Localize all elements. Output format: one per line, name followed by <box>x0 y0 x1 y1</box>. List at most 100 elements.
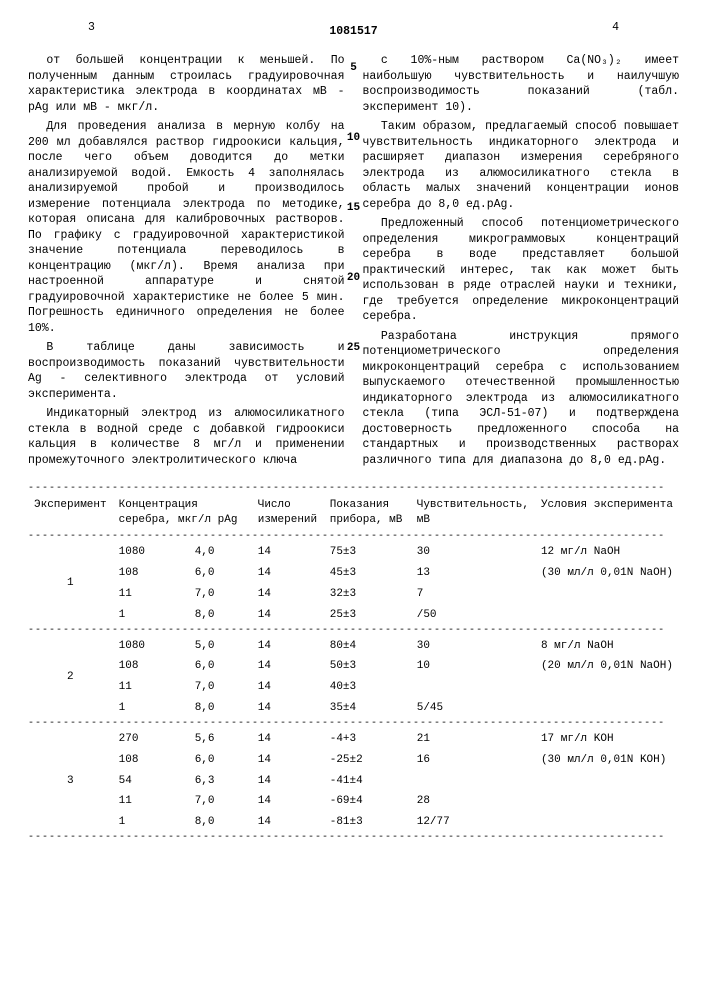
cell-pag: 8,0 <box>189 605 252 626</box>
dash-line: ----------------------------------------… <box>28 626 679 636</box>
cell-count: 14 <box>252 771 324 792</box>
cell-conc: 11 <box>113 677 189 698</box>
cell-conc: 270 <box>113 729 189 750</box>
cell-pag: 5,6 <box>189 729 252 750</box>
th-conditions: Условия эксперимента <box>535 494 679 532</box>
cell-empty <box>535 677 679 698</box>
cell-conc: 108 <box>113 750 189 771</box>
cell-sens <box>411 677 535 698</box>
body-text: 5 10 15 20 25 от большей концентрации к … <box>28 53 679 472</box>
cell-conc: 11 <box>113 584 189 605</box>
cell-conc: 11 <box>113 791 189 812</box>
table-row: 18,01435±45/45 <box>28 698 679 719</box>
line-marker-20: 20 <box>347 271 360 286</box>
para: Для проведения анализа в мерную колбу на… <box>28 119 345 336</box>
table-row: 546,314-41±4 <box>28 771 679 792</box>
left-column: от большей концентрации к меньшей. По по… <box>28 53 345 472</box>
cell-sens: 5/45 <box>411 698 535 719</box>
cell-sens: 28 <box>411 791 535 812</box>
cell-conc: 1080 <box>113 636 189 657</box>
th-sensitivity: Чувствительность, мВ <box>411 494 535 532</box>
cell-conc: 54 <box>113 771 189 792</box>
cell-reading: 32±3 <box>324 584 411 605</box>
para: с 10%-ным раствором Ca(NO₃)₂ имеет наибо… <box>363 53 680 115</box>
cell-reading: 40±3 <box>324 677 411 698</box>
page-right-num: 4 <box>612 20 619 36</box>
cell-reading: -81±3 <box>324 812 411 833</box>
line-marker-15: 15 <box>347 201 360 216</box>
cell-pag: 7,0 <box>189 677 252 698</box>
cell-pag: 6,0 <box>189 563 252 584</box>
cell-sens: 16 <box>411 750 535 771</box>
cell-count: 14 <box>252 812 324 833</box>
dash-line: ----------------------------------------… <box>28 484 679 494</box>
cell-pag: 6,0 <box>189 750 252 771</box>
th-concentration: Концентрация серебра, мкг/л pAg <box>113 494 252 532</box>
cell-pag: 6,3 <box>189 771 252 792</box>
para: В таблице даны зависимость и воспроизвод… <box>28 340 345 402</box>
cell-sens: 30 <box>411 542 535 563</box>
cell-empty <box>535 584 679 605</box>
cell-sens <box>411 771 535 792</box>
cell-count: 14 <box>252 750 324 771</box>
cell-pag: 8,0 <box>189 812 252 833</box>
cell-reading: 50±3 <box>324 656 411 677</box>
table-header-row: Эксперимент Концентрация серебра, мкг/л … <box>28 494 679 532</box>
cell-empty <box>535 605 679 626</box>
table-row: 117,01432±37 <box>28 584 679 605</box>
cell-condition: 17 мг/л KOH <box>535 729 679 750</box>
cell-pag: 8,0 <box>189 698 252 719</box>
cell-conc: 1080 <box>113 542 189 563</box>
cell-sens: 21 <box>411 729 535 750</box>
cell-conc: 1 <box>113 812 189 833</box>
cell-sens: 30 <box>411 636 535 657</box>
table-row: 1086,01445±313(30 мл/л 0,01N NaOH) <box>28 563 679 584</box>
th-reading: Показания прибора, мВ <box>324 494 411 532</box>
cell-empty <box>535 771 679 792</box>
cell-sens: 13 <box>411 563 535 584</box>
cell-reading: 45±3 <box>324 563 411 584</box>
cell-conc: 1 <box>113 605 189 626</box>
cell-reading: 35±4 <box>324 698 411 719</box>
cell-empty <box>535 698 679 719</box>
line-marker-10: 10 <box>347 131 360 146</box>
cell-count: 14 <box>252 563 324 584</box>
cell-conc: 108 <box>113 563 189 584</box>
cell-count: 14 <box>252 656 324 677</box>
dash-line: ----------------------------------------… <box>28 719 679 729</box>
cell-condition: 8 мг/л NaOH <box>535 636 679 657</box>
cell-condition: (30 мл/л 0,01N KOH) <box>535 750 679 771</box>
cell-sens: 7 <box>411 584 535 605</box>
cell-count: 14 <box>252 729 324 750</box>
cell-conc: 1 <box>113 698 189 719</box>
para: от большей концентрации к меньшей. По по… <box>28 53 345 115</box>
cell-pag: 7,0 <box>189 791 252 812</box>
table-row: 110804,01475±33012 мг/л NaOH <box>28 542 679 563</box>
cell-empty <box>535 812 679 833</box>
line-marker-5: 5 <box>350 61 357 76</box>
cell-reading: -25±2 <box>324 750 411 771</box>
para: Таким образом, предлагаемый способ повыш… <box>363 119 680 212</box>
cell-count: 14 <box>252 605 324 626</box>
cell-experiment: 1 <box>28 542 113 625</box>
dash-line: ----------------------------------------… <box>28 532 679 542</box>
cell-count: 14 <box>252 698 324 719</box>
table-row: 18,014-81±312/77 <box>28 812 679 833</box>
cell-count: 14 <box>252 584 324 605</box>
cell-count: 14 <box>252 791 324 812</box>
cell-reading: 25±3 <box>324 605 411 626</box>
cell-reading: -69±4 <box>324 791 411 812</box>
cell-experiment: 2 <box>28 636 113 719</box>
table-row: 117,014-69±428 <box>28 791 679 812</box>
cell-sens: 12/77 <box>411 812 535 833</box>
cell-conc: 108 <box>113 656 189 677</box>
cell-condition: (20 мл/л 0,01N NaOH) <box>535 656 679 677</box>
cell-reading: 75±3 <box>324 542 411 563</box>
page-left-num: 3 <box>88 20 95 36</box>
th-count: Число измерений <box>252 494 324 532</box>
table-row: 32705,614-4+32117 мг/л KOH <box>28 729 679 750</box>
dash-line: ----------------------------------------… <box>28 833 679 843</box>
cell-pag: 6,0 <box>189 656 252 677</box>
cell-empty <box>535 791 679 812</box>
cell-reading: 80±4 <box>324 636 411 657</box>
